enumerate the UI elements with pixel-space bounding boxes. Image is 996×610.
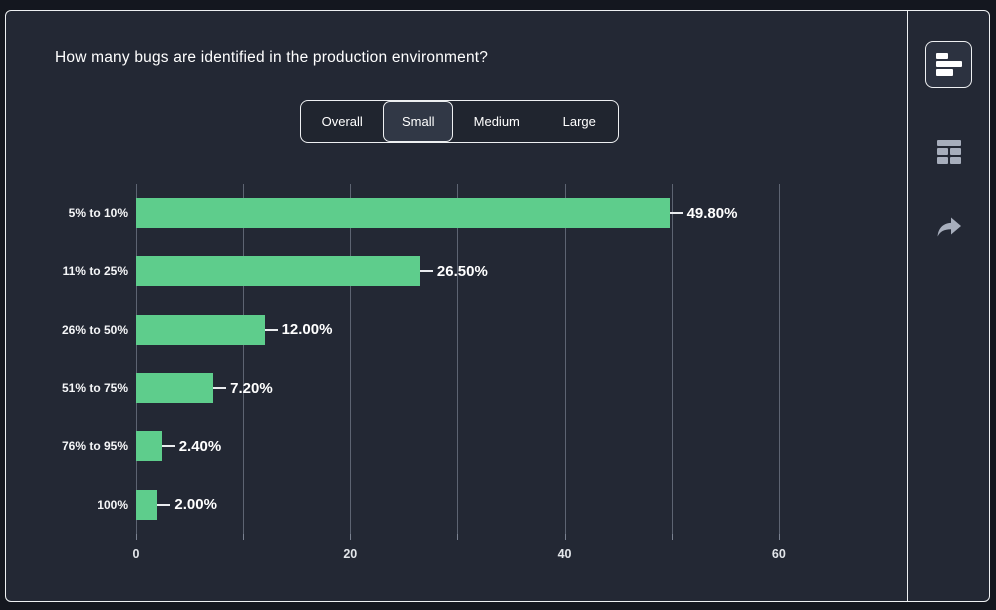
gridline (350, 184, 352, 534)
x-axis-tick (671, 534, 673, 540)
gridline (671, 184, 673, 534)
x-axis-tick (564, 534, 566, 540)
bar-value-label: 26.50% (436, 262, 488, 280)
share-button[interactable] (932, 211, 966, 245)
bar-row: 12.00% (136, 301, 886, 359)
value-leader-line (419, 270, 433, 273)
x-axis-tick (457, 534, 459, 540)
chart-panel: How many bugs are identified in the prod… (5, 10, 990, 602)
chart-main-area: How many bugs are identified in the prod… (6, 11, 907, 601)
plot-area: 49.80% 26.50% 12.00% 7.20% 2.40% 2.00% 0 20 40 60 (133, 184, 886, 561)
bar-26-to-50[interactable] (136, 314, 265, 345)
x-axis-tick (136, 534, 137, 540)
bar-value-label: 12.00% (281, 321, 333, 339)
category-label: 51% to 75% (61, 381, 128, 396)
bar-51-to-75[interactable] (136, 373, 214, 404)
horizontal-bar-chart-icon (935, 53, 962, 77)
bar-row: 49.80% (136, 184, 886, 242)
x-axis-tick (243, 534, 245, 540)
x-axis-label: 20 (343, 547, 358, 561)
value-leader-line (213, 387, 227, 390)
bar-11-to-25[interactable] (136, 256, 420, 287)
tab-large[interactable]: Large (562, 114, 596, 129)
share-arrow-icon (937, 217, 961, 237)
x-axis-tick (778, 534, 780, 540)
value-leader-line (161, 445, 175, 448)
x-axis-label: 60 (771, 547, 786, 561)
bar-row: 7.20% (136, 359, 886, 417)
bar-value-label: 2.40% (178, 437, 222, 455)
bar-100[interactable] (136, 489, 158, 520)
table-icon (937, 140, 961, 164)
bar-value-label: 49.80% (686, 204, 738, 222)
category-label: 26% to 50% (61, 322, 128, 337)
bar-value-label: 2.00% (174, 496, 217, 514)
category-label: 100% (97, 497, 128, 512)
gridline (778, 184, 780, 534)
bar-value-label: 7.20% (230, 379, 273, 397)
gridline (457, 184, 459, 534)
category-axis: 5% to 10% 11% to 25% 26% to 50% 51% to 75% 7… (6, 184, 136, 534)
bar-row: 2.40% (136, 417, 886, 475)
chart-toolbar-sidebar (907, 11, 989, 601)
value-leader-line (669, 212, 683, 215)
x-axis-label: 40 (557, 547, 572, 561)
value-leader-line (264, 328, 278, 331)
bar-chart-view-button[interactable] (925, 41, 972, 88)
bar-row: 2.00% (136, 476, 886, 534)
gridline (243, 184, 245, 534)
category-label: 11% to 25% (62, 264, 128, 279)
tab-small[interactable]: Small (383, 101, 454, 142)
category-label: 5% to 10% (68, 206, 128, 221)
gridline (564, 184, 566, 534)
page-title: How many bugs are identified in the prod… (55, 49, 489, 66)
bar-76-to-95[interactable] (136, 431, 162, 462)
value-leader-line (157, 503, 171, 506)
bar-5-to-10[interactable] (136, 198, 670, 229)
table-view-button[interactable] (932, 135, 966, 169)
tab-medium[interactable]: Medium (473, 114, 520, 129)
category-label: 76% to 95% (61, 439, 128, 454)
size-segment-tabs: Overall Small Medium Large (300, 100, 619, 143)
x-axis-tick (350, 534, 352, 540)
horizontal-bar-chart: 5% to 10% 11% to 25% 26% to 50% 51% to 75% 7… (6, 184, 909, 569)
bar-row: 26.50% (136, 242, 886, 300)
x-axis-label: 0 (132, 547, 140, 561)
tab-overall[interactable]: Overall (321, 114, 363, 129)
gridline (136, 184, 137, 534)
